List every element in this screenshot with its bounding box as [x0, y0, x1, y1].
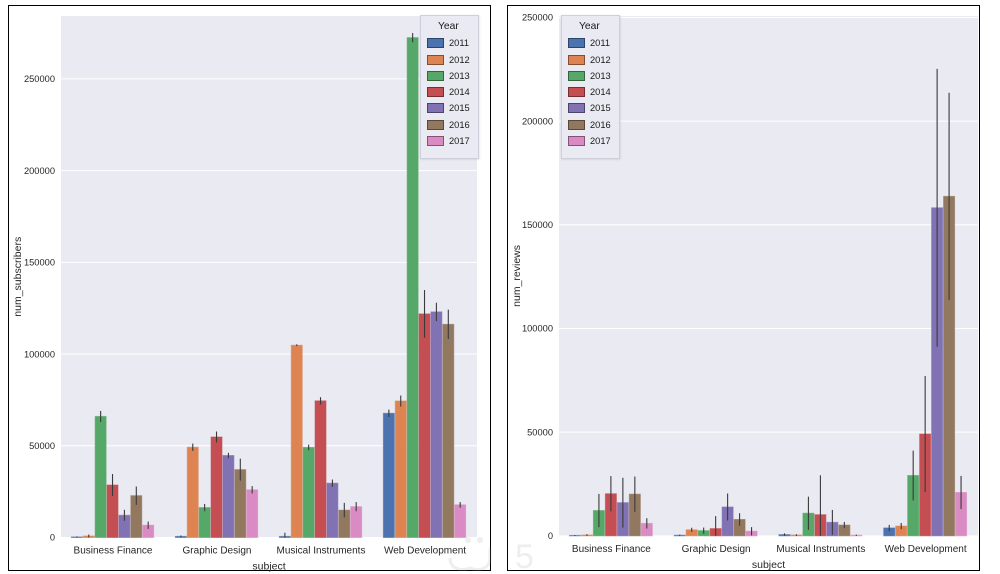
svg-text:250000: 250000 — [522, 13, 553, 23]
svg-text:250000: 250000 — [24, 74, 55, 84]
svg-text:Musical Instruments: Musical Instruments — [776, 544, 865, 555]
svg-text:Graphic Design: Graphic Design — [183, 546, 252, 557]
svg-text:0: 0 — [548, 531, 553, 541]
svg-text:Graphic Design: Graphic Design — [682, 544, 751, 555]
svg-text:Business Finance: Business Finance — [74, 546, 153, 557]
svg-text:150000: 150000 — [24, 258, 55, 268]
svg-text:Business Finance: Business Finance — [572, 544, 651, 555]
svg-text:100000: 100000 — [522, 324, 553, 334]
svg-text:subject: subject — [252, 561, 285, 573]
svg-text:Web Development: Web Development — [885, 544, 967, 555]
svg-text:Musical Instruments: Musical Instruments — [277, 546, 366, 557]
svg-text:200000: 200000 — [522, 116, 553, 126]
svg-text:50000: 50000 — [29, 441, 55, 451]
svg-text:subject: subject — [752, 559, 785, 571]
svg-text:100000: 100000 — [24, 349, 55, 359]
svg-text:150000: 150000 — [522, 220, 553, 230]
svg-text:num_subscribers: num_subscribers — [12, 237, 24, 317]
svg-text:num_reviews: num_reviews — [511, 245, 523, 307]
svg-text:200000: 200000 — [24, 166, 55, 176]
svg-text:Web Development: Web Development — [384, 546, 466, 557]
svg-text:0: 0 — [50, 533, 55, 543]
svg-text:50000: 50000 — [527, 427, 553, 437]
